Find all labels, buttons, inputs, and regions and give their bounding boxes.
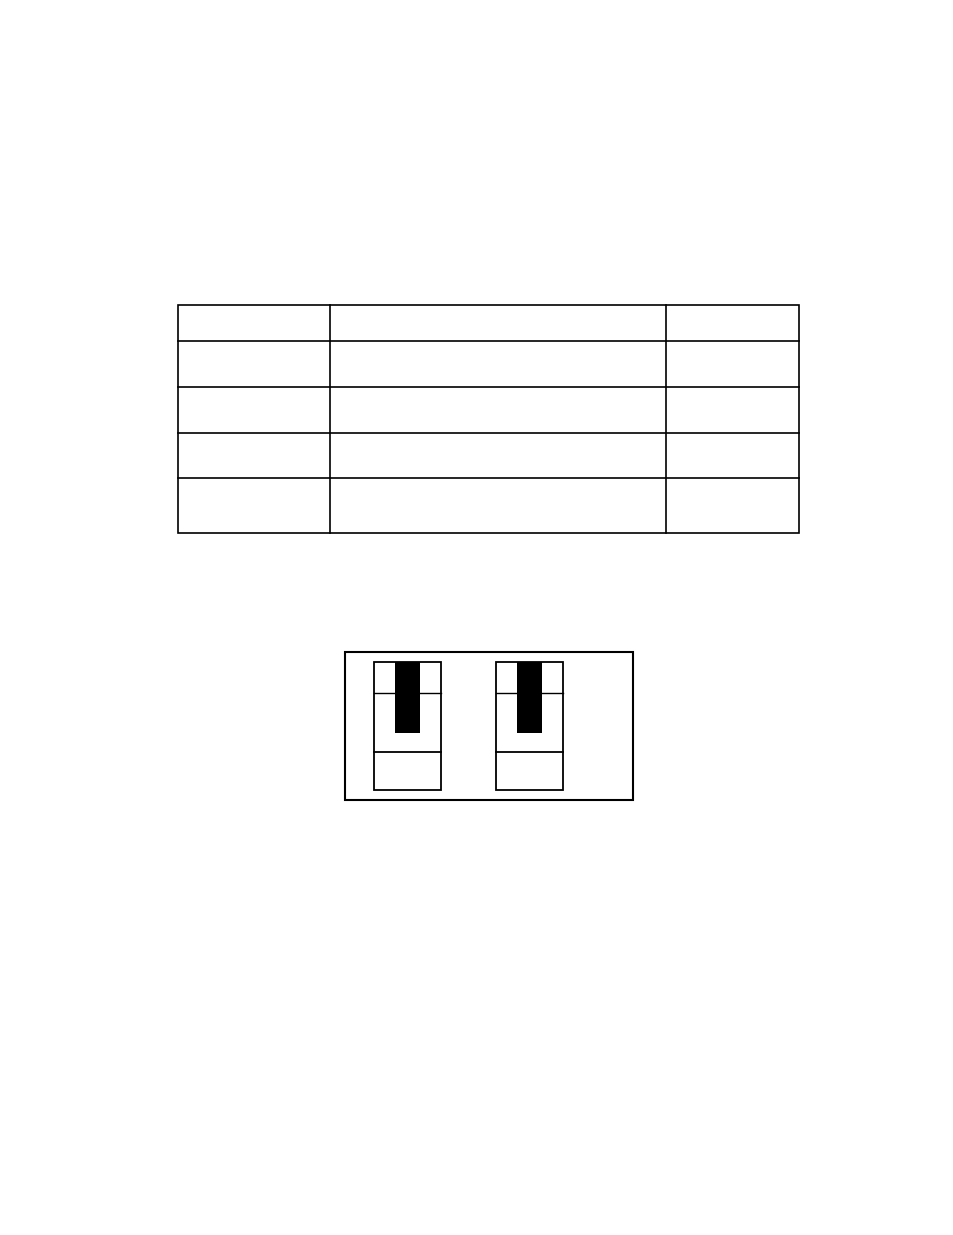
Bar: [496, 662, 562, 790]
Bar: [395, 662, 419, 734]
Bar: [178, 305, 799, 534]
Bar: [344, 652, 633, 799]
Bar: [374, 662, 440, 790]
Bar: [517, 662, 541, 734]
